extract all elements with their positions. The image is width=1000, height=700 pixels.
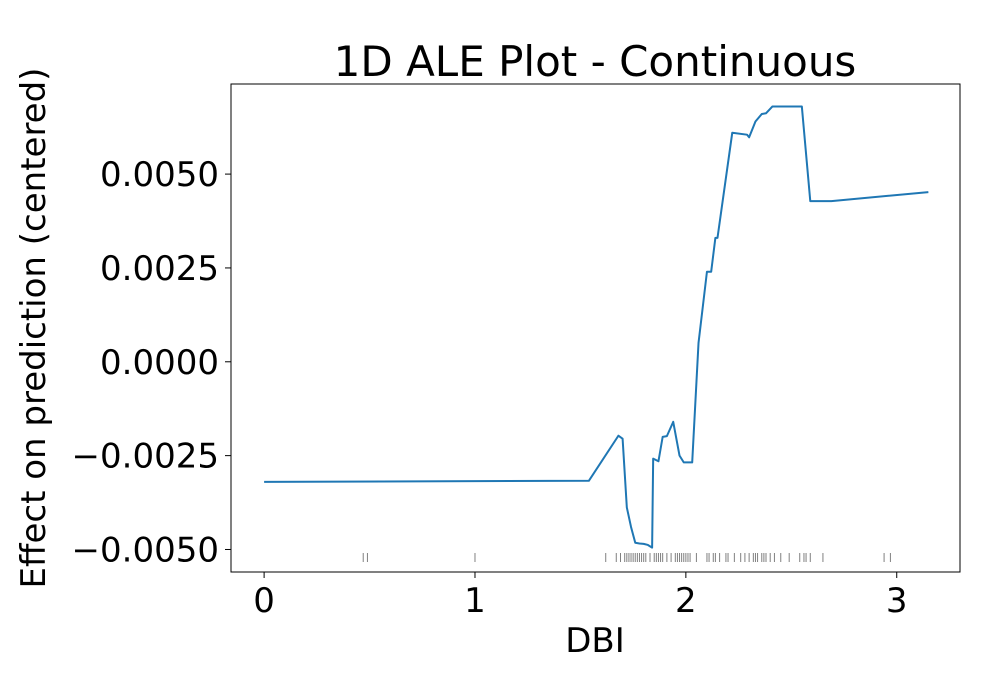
chart-title: 1D ALE Plot - Continuous (334, 37, 857, 86)
y-tick-label: −0.0025 (72, 437, 219, 477)
series-line (264, 105, 929, 549)
x-axis-ticks: 0 1 2 3 (253, 572, 908, 621)
y-tick-label: 0.0000 (100, 343, 219, 383)
plot-frame (230, 83, 961, 573)
y-axis-ticks: −0.0050 −0.0025 0.0000 0.0025 0.0050 (72, 155, 231, 570)
y-tick-label: 0.0050 (100, 155, 219, 195)
x-tick-label: 2 (675, 581, 697, 621)
rug-layer (362, 553, 891, 562)
x-tick-label: 1 (464, 581, 486, 621)
y-axis-label: Effect on prediction (centered) (14, 68, 54, 589)
y-tick-label: −0.0050 (72, 530, 219, 570)
y-tick-label: 0.0025 (100, 249, 219, 289)
x-tick-label: 0 (253, 581, 275, 621)
x-axis-label: DBI (565, 621, 625, 661)
x-tick-label: 3 (886, 581, 908, 621)
